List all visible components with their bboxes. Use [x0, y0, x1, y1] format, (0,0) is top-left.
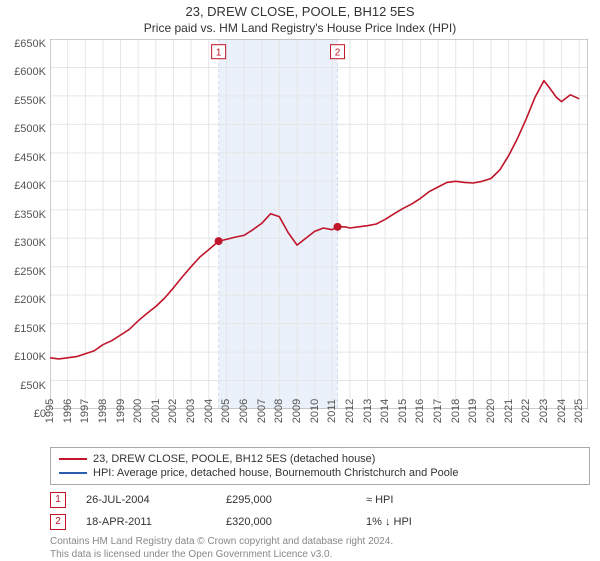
transaction-marker-icon: 1 [50, 492, 66, 508]
x-tick-label: 2018 [450, 399, 462, 423]
x-tick-label: 2007 [256, 399, 268, 423]
y-tick-label: £500K [14, 123, 46, 135]
transaction-date: 18-APR-2011 [86, 516, 206, 528]
chart-title: 23, DREW CLOSE, POOLE, BH12 5ES [0, 0, 600, 19]
transaction-price: £295,000 [226, 494, 346, 506]
legend-label: HPI: Average price, detached house, Bour… [93, 467, 458, 479]
transaction-price: £320,000 [226, 516, 346, 528]
transaction-comparison: ≈ HPI [366, 494, 546, 506]
x-tick-label: 2017 [432, 399, 444, 423]
x-tick-label: 2013 [362, 399, 374, 423]
y-tick-label: £200K [14, 294, 46, 306]
transactions-table: 1 26-JUL-2004 £295,000 ≈ HPI 2 18-APR-2011 £32… [50, 489, 590, 533]
legend-swatch [59, 458, 87, 460]
footer: Contains HM Land Registry data © Crown c… [50, 535, 590, 561]
y-tick-label: £600K [14, 66, 46, 78]
x-tick-label: 2024 [556, 399, 568, 423]
x-tick-label: 2020 [485, 399, 497, 423]
plot-area: 12 [50, 39, 588, 409]
y-tick-label: £450K [14, 152, 46, 164]
x-tick-label: 2025 [573, 399, 585, 423]
legend: 23, DREW CLOSE, POOLE, BH12 5ES (detache… [50, 447, 590, 485]
legend-swatch [59, 472, 87, 474]
x-tick-label: 2010 [309, 399, 321, 423]
transaction-date: 26-JUL-2004 [86, 494, 206, 506]
x-tick-label: 2004 [203, 399, 215, 423]
x-tick-label: 2006 [238, 399, 250, 423]
chart-subtitle: Price paid vs. HM Land Registry's House … [0, 19, 600, 39]
transaction-row: 1 26-JUL-2004 £295,000 ≈ HPI [50, 489, 590, 511]
y-tick-label: £50K [20, 380, 46, 392]
legend-label: 23, DREW CLOSE, POOLE, BH12 5ES (detache… [93, 453, 375, 465]
x-tick-label: 1999 [115, 399, 127, 423]
transaction-comparison: 1% ↓ HPI [366, 516, 546, 528]
legend-item: HPI: Average price, detached house, Bour… [59, 466, 581, 480]
chart-svg: 12 [50, 39, 588, 409]
x-tick-label: 2015 [397, 399, 409, 423]
x-tick-label: 1997 [79, 399, 91, 423]
x-tick-label: 1995 [44, 399, 56, 423]
x-tick-label: 2009 [291, 399, 303, 423]
transaction-marker-icon: 2 [50, 514, 66, 530]
x-axis: 1995199619971998199920002001200220032004… [50, 409, 588, 445]
x-tick-label: 2021 [503, 399, 515, 423]
x-tick-label: 1998 [97, 399, 109, 423]
x-tick-label: 2005 [220, 399, 232, 423]
x-tick-label: 2003 [185, 399, 197, 423]
svg-text:2: 2 [335, 48, 341, 59]
y-tick-label: £550K [14, 95, 46, 107]
x-tick-label: 2023 [538, 399, 550, 423]
footer-line-2: This data is licensed under the Open Gov… [50, 548, 590, 561]
chart-container: 23, DREW CLOSE, POOLE, BH12 5ES Price pa… [0, 0, 600, 560]
y-tick-label: £100K [14, 351, 46, 363]
x-tick-label: 2001 [150, 399, 162, 423]
x-tick-label: 2016 [414, 399, 426, 423]
x-tick-label: 2011 [326, 399, 338, 423]
x-tick-label: 2014 [379, 399, 391, 423]
y-tick-label: £300K [14, 237, 46, 249]
y-tick-label: £650K [14, 38, 46, 50]
transaction-row: 2 18-APR-2011 £320,000 1% ↓ HPI [50, 511, 590, 533]
y-axis: £0£50K£100K£150K£200K£250K£300K£350K£400… [0, 44, 50, 414]
y-tick-label: £350K [14, 209, 46, 221]
legend-item: 23, DREW CLOSE, POOLE, BH12 5ES (detache… [59, 452, 581, 466]
y-tick-label: £150K [14, 323, 46, 335]
svg-text:1: 1 [216, 48, 222, 59]
x-tick-label: 2012 [344, 399, 356, 423]
x-tick-label: 2022 [520, 399, 532, 423]
x-tick-label: 2002 [167, 399, 179, 423]
x-tick-label: 2019 [467, 399, 479, 423]
footer-line-1: Contains HM Land Registry data © Crown c… [50, 535, 590, 548]
y-tick-label: £250K [14, 266, 46, 278]
x-tick-label: 2008 [273, 399, 285, 423]
y-tick-label: £400K [14, 180, 46, 192]
x-tick-label: 1996 [62, 399, 74, 423]
x-tick-label: 2000 [132, 399, 144, 423]
